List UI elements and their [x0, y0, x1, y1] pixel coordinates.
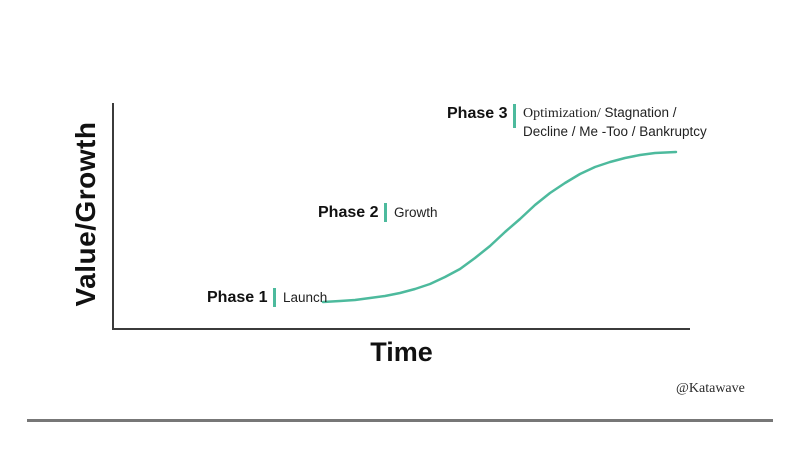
phase1-annotation: Phase 1 Launch [207, 288, 327, 307]
phase1-separator-bar [273, 288, 276, 307]
phase2-separator-bar [384, 203, 387, 222]
phase2-description: Growth [393, 205, 438, 220]
phase2-annotation: Phase 2 Growth [318, 203, 438, 222]
phase3-description-line1-rest: Stagnation / [600, 105, 677, 120]
x-axis-label: Time [370, 337, 433, 367]
bottom-divider-line [27, 419, 773, 422]
phase3-title: Phase 3 [447, 105, 508, 122]
phase3-annotation: Phase 3 Optimization/ Stagnation / Decli… [447, 104, 707, 141]
phase3-description-line1: Optimization/ Stagnation / [523, 104, 707, 123]
phase3-description-serif-word: Optimization/ [522, 106, 601, 121]
phase1-title: Phase 1 [207, 289, 268, 306]
phase3-separator-bar [513, 104, 516, 128]
phase3-description-line2: Decline / Me -Too / Bankruptcy [522, 124, 707, 139]
phase1-description: Launch [282, 290, 328, 305]
credit-text: @Katawave [676, 381, 745, 396]
phase2-title: Phase 2 [318, 204, 379, 221]
y-axis-label: Value/Growth [70, 121, 101, 307]
phase3-description: Optimization/ Stagnation / Decline / Me … [523, 104, 707, 141]
s-curve-path [321, 150, 678, 304]
